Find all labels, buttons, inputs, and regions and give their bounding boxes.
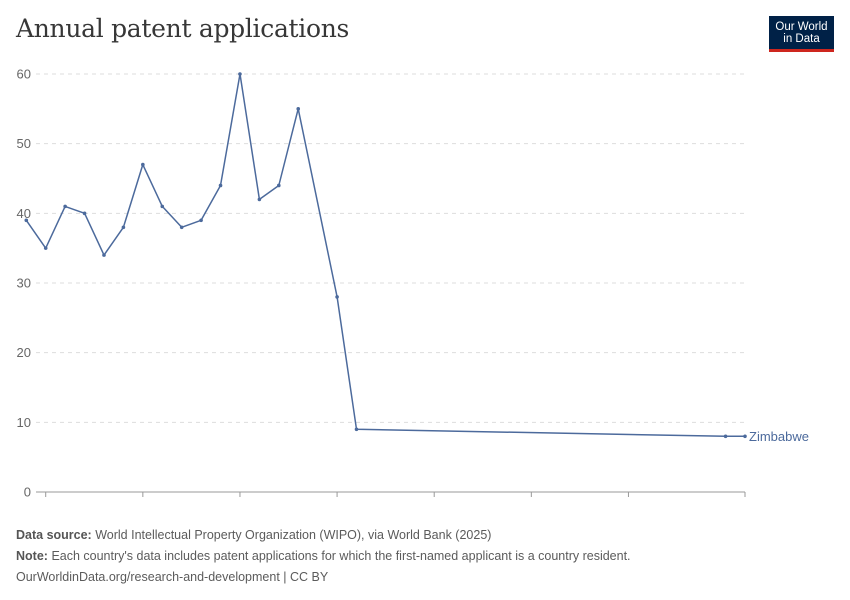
logo-line-2: in Data bbox=[783, 33, 820, 45]
data-source-text: World Intellectual Property Organization… bbox=[95, 528, 492, 542]
chart-note: Note: Each country's data includes paten… bbox=[16, 549, 631, 563]
data-point bbox=[218, 183, 223, 188]
data-point bbox=[277, 183, 281, 188]
x-tick-label: 2005 bbox=[517, 499, 546, 500]
x-tick-label: 2016 bbox=[731, 499, 760, 500]
data-point bbox=[121, 225, 126, 230]
x-tick-label: 2010 bbox=[614, 499, 643, 500]
data-point bbox=[354, 427, 359, 432]
data-point bbox=[257, 197, 262, 202]
y-tick-label: 10 bbox=[17, 415, 31, 430]
data-point bbox=[743, 434, 747, 439]
data-point bbox=[296, 107, 301, 111]
grid-lines bbox=[36, 73, 745, 423]
chart-title: Annual patent applications bbox=[16, 14, 350, 43]
x-tick-label: 1985 bbox=[128, 499, 157, 500]
data-point bbox=[723, 434, 728, 439]
x-tick-label: 1995 bbox=[323, 499, 352, 500]
data-point bbox=[141, 162, 145, 167]
y-tick-label: 40 bbox=[17, 206, 31, 221]
data-point bbox=[199, 218, 203, 223]
y-tick-label: 50 bbox=[17, 136, 31, 151]
y-axis-ticks: 0 10 20 30 40 50 60 bbox=[17, 67, 31, 500]
x-tick-label: 1990 bbox=[225, 499, 254, 500]
data-point bbox=[63, 204, 67, 209]
data-point bbox=[160, 204, 165, 209]
y-tick-label: 0 bbox=[24, 485, 31, 500]
data-point bbox=[43, 246, 48, 250]
data-point bbox=[82, 211, 87, 216]
data-point bbox=[179, 225, 184, 230]
data-point bbox=[102, 253, 106, 257]
owid-logo[interactable]: Our World in Data bbox=[769, 16, 834, 52]
x-tick-label: 1980 bbox=[31, 499, 60, 500]
y-tick-label: 20 bbox=[17, 345, 31, 360]
data-point bbox=[335, 295, 339, 299]
data-source-label: Data source: bbox=[16, 528, 92, 542]
y-tick-label: 30 bbox=[17, 276, 31, 291]
y-tick-label: 60 bbox=[17, 67, 31, 82]
note-label: Note: bbox=[16, 549, 48, 563]
series-label: Zimbabwe bbox=[749, 429, 809, 444]
series-group: Zimbabwe bbox=[24, 72, 809, 444]
note-text: Each country's data includes patent appl… bbox=[51, 549, 631, 563]
data-point bbox=[24, 218, 29, 223]
data-point bbox=[238, 72, 242, 76]
x-tick-label: 2000 bbox=[420, 499, 449, 500]
line-chart: 0 10 20 30 40 50 60 1980 1985 1990 1995 2000 2005 20… bbox=[17, 67, 809, 501]
data-source: Data source: World Intellectual Property… bbox=[16, 528, 491, 542]
logo-line-1: Our World bbox=[775, 21, 828, 33]
x-axis: 1980 1985 1990 1995 2000 2005 2010 2016 bbox=[31, 491, 760, 500]
series-line-zimbabwe bbox=[25, 73, 745, 438]
source-url[interactable]: OurWorldinData.org/research-and-developm… bbox=[16, 570, 329, 584]
